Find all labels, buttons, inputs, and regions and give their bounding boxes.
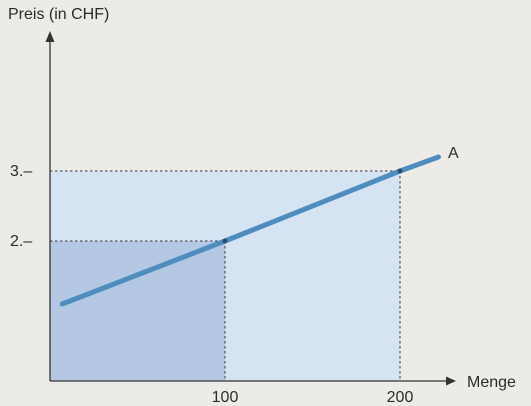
tick-labels: 100 200 2.– 3.– xyxy=(10,163,413,406)
y-axis-label: Preis (in CHF) xyxy=(8,6,109,23)
axes xyxy=(45,31,456,386)
y-tick-label-1: 3.– xyxy=(10,163,32,180)
x-tick-label-0: 100 xyxy=(212,389,239,406)
highlight-point-1 xyxy=(397,168,403,174)
highlight-points xyxy=(222,168,403,244)
y-axis-arrow xyxy=(45,31,55,42)
shaded-area-1 xyxy=(50,241,225,381)
x-tick-label-1: 200 xyxy=(387,389,414,406)
series-line-0 xyxy=(59,154,441,307)
x-axis-arrow xyxy=(446,376,456,386)
series-label-a: A xyxy=(448,145,459,162)
series-layer xyxy=(59,154,441,307)
y-tick-label-0: 2.– xyxy=(10,233,32,250)
guide-lines xyxy=(50,170,401,381)
x-axis-label: Menge xyxy=(467,374,516,391)
highlight-point-0 xyxy=(222,238,228,244)
